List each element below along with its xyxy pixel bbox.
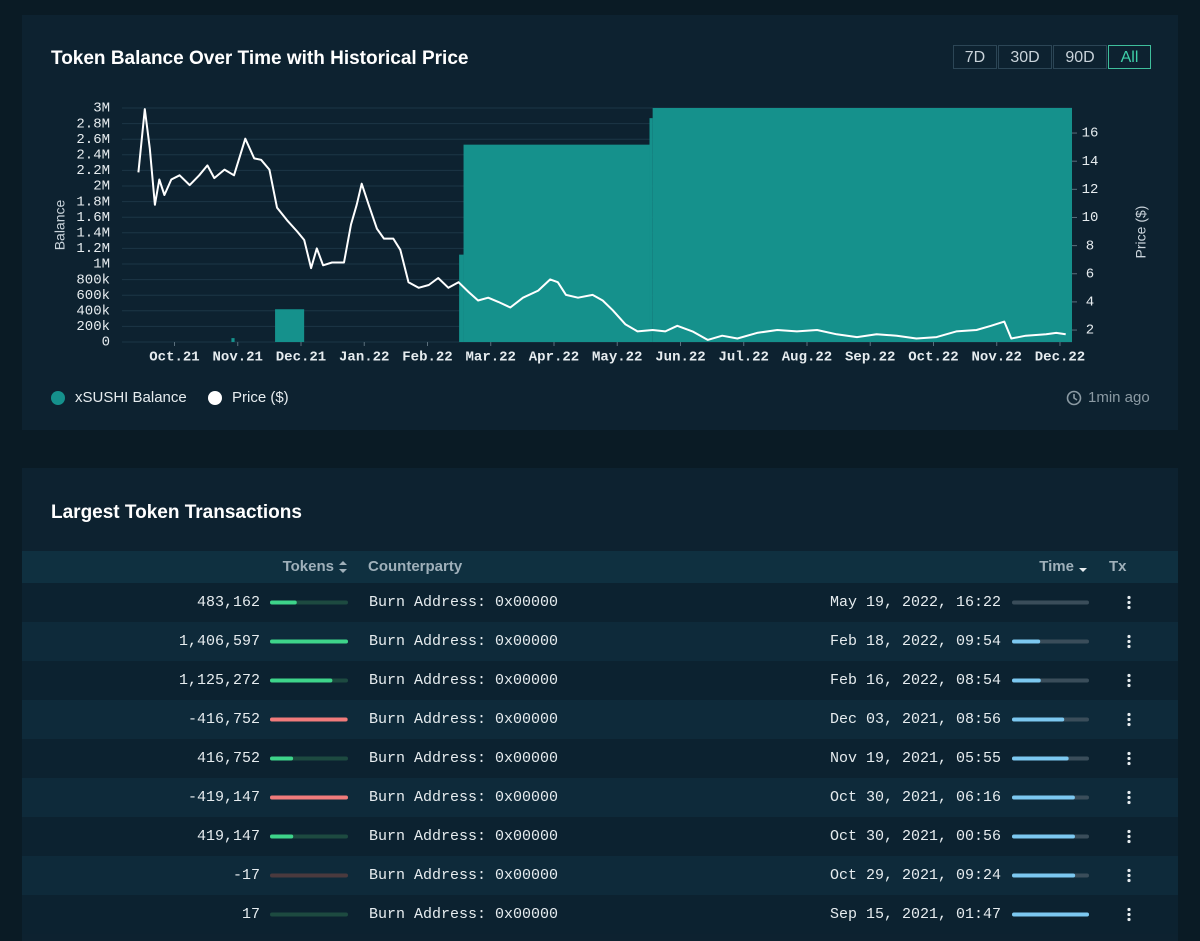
token-amount: -416,752 xyxy=(187,710,260,728)
token-amount: -17 xyxy=(232,866,260,884)
table-row xyxy=(22,778,1178,817)
column-header: Counterparty xyxy=(368,558,463,575)
table-row xyxy=(22,856,1178,895)
timestamp: Dec 03, 2021, 08:56 xyxy=(829,710,1001,728)
counterparty: Burn Address: 0x00000 xyxy=(369,866,559,884)
chart-panel xyxy=(22,15,1178,430)
timestamp: Feb 18, 2022, 09:54 xyxy=(829,632,1001,650)
token-amount: 17 xyxy=(241,905,260,923)
range-button[interactable]: All xyxy=(1108,45,1151,69)
counterparty: Burn Address: 0x00000 xyxy=(369,593,559,611)
table-row xyxy=(22,622,1178,661)
counterparty: Burn Address: 0x00000 xyxy=(369,749,559,767)
token-amount: 483,162 xyxy=(196,593,260,611)
column-header: Tx xyxy=(1109,558,1127,575)
counterparty: Burn Address: 0x00000 xyxy=(369,788,559,806)
token-amount: 419,147 xyxy=(196,827,260,845)
table-header-row xyxy=(22,551,1178,583)
column-header: Tokens xyxy=(282,558,334,575)
timestamp: Nov 19, 2021, 05:55 xyxy=(829,749,1001,767)
range-button[interactable]: 7D xyxy=(953,45,997,69)
token-amount: 1,125,272 xyxy=(178,671,260,689)
table-row xyxy=(22,700,1178,739)
table-row xyxy=(22,895,1178,934)
counterparty: Burn Address: 0x00000 xyxy=(369,671,559,689)
token-amount: 416,752 xyxy=(196,749,260,767)
timestamp: Oct 30, 2021, 00:56 xyxy=(829,827,1001,845)
counterparty: Burn Address: 0x00000 xyxy=(369,632,559,650)
counterparty: Burn Address: 0x00000 xyxy=(369,827,559,845)
column-header: Time xyxy=(1039,558,1074,575)
range-button[interactable]: 30D xyxy=(998,45,1052,69)
counterparty: Burn Address: 0x00000 xyxy=(369,905,559,923)
table-row xyxy=(22,661,1178,700)
table-row xyxy=(22,739,1178,778)
table-row xyxy=(22,817,1178,856)
token-amount: 1,406,597 xyxy=(178,632,260,650)
counterparty: Burn Address: 0x00000 xyxy=(369,710,559,728)
timestamp: Feb 16, 2022, 08:54 xyxy=(829,671,1001,689)
timestamp: May 19, 2022, 16:22 xyxy=(829,593,1001,611)
table-row xyxy=(22,583,1178,622)
token-amount: -419,147 xyxy=(187,788,260,806)
timestamp: Oct 30, 2021, 06:16 xyxy=(829,788,1001,806)
timestamp: Sep 15, 2021, 01:47 xyxy=(829,905,1001,923)
timestamp: Oct 29, 2021, 09:24 xyxy=(829,866,1001,884)
range-button[interactable]: 90D xyxy=(1053,45,1107,69)
